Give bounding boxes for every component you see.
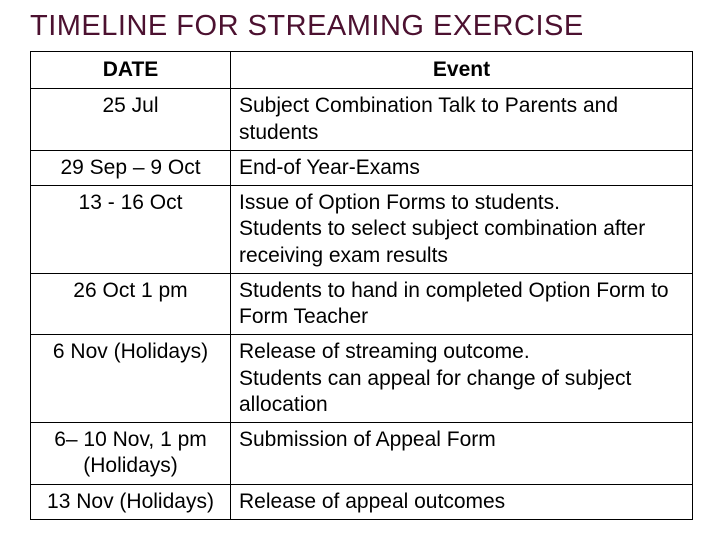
cell-event: Subject Combination Talk to Parents and …: [231, 89, 693, 151]
cell-event: End-of Year-Exams: [231, 150, 693, 185]
cell-date: 26 Oct 1 pm: [31, 273, 231, 335]
table-row: 25 Jul Subject Combination Talk to Paren…: [31, 89, 693, 151]
table-row: 29 Sep – 9 Oct End-of Year-Exams: [31, 150, 693, 185]
cell-event: Submission of Appeal Form: [231, 423, 693, 485]
cell-event: Issue of Option Forms to students.Studen…: [231, 186, 693, 274]
header-date: DATE: [31, 52, 231, 89]
cell-event: Students to hand in completed Option For…: [231, 273, 693, 335]
cell-date: 29 Sep – 9 Oct: [31, 150, 231, 185]
cell-event: Release of streaming outcome.Students ca…: [231, 335, 693, 423]
cell-date: 25 Jul: [31, 89, 231, 151]
cell-date: 13 - 16 Oct: [31, 186, 231, 274]
header-event: Event: [231, 52, 693, 89]
table-row: 6– 10 Nov, 1 pm (Holidays) Submission of…: [31, 423, 693, 485]
cell-date: 13 Nov (Holidays): [31, 484, 231, 519]
timeline-table: DATE Event 25 Jul Subject Combination Ta…: [30, 51, 693, 520]
page-title: TIMELINE FOR STREAMING EXERCISE: [30, 10, 698, 43]
slide: TIMELINE FOR STREAMING EXERCISE DATE Eve…: [0, 0, 720, 540]
cell-event: Release of appeal outcomes: [231, 484, 693, 519]
table-row: 13 Nov (Holidays) Release of appeal outc…: [31, 484, 693, 519]
table-row: 13 - 16 Oct Issue of Option Forms to stu…: [31, 186, 693, 274]
table-header-row: DATE Event: [31, 52, 693, 89]
table-row: 6 Nov (Holidays) Release of streaming ou…: [31, 335, 693, 423]
cell-date: 6 Nov (Holidays): [31, 335, 231, 423]
table-row: 26 Oct 1 pm Students to hand in complete…: [31, 273, 693, 335]
cell-date: 6– 10 Nov, 1 pm (Holidays): [31, 423, 231, 485]
